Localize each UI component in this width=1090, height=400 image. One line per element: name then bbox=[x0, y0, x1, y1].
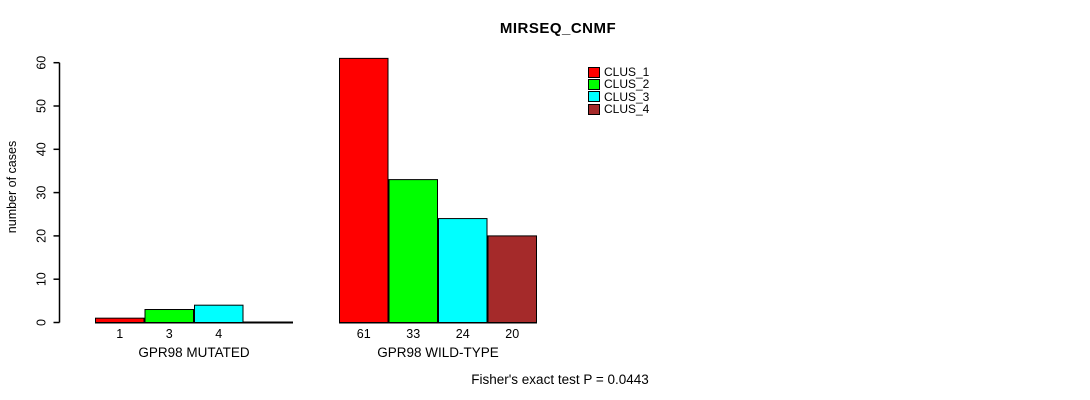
bar-value-label-CLUS_1-group-0: 1 bbox=[116, 327, 123, 341]
legend-item-CLUS_2: CLUS_2 bbox=[588, 78, 649, 90]
bar-value-label-CLUS_3-group-1: 24 bbox=[456, 327, 470, 341]
chart-title: MIRSEQ_CNMF bbox=[499, 20, 617, 37]
legend-swatch-CLUS_4 bbox=[588, 103, 600, 115]
bar-CLUS_1-group-0 bbox=[95, 317, 145, 324]
bar-CLUS_2-group-1 bbox=[388, 179, 438, 323]
y-tick-label-30: 30 bbox=[35, 186, 49, 200]
y-tick-label-40: 40 bbox=[35, 142, 49, 156]
legend-item-CLUS_4: CLUS_4 bbox=[588, 103, 649, 115]
y-tick-label-0: 0 bbox=[35, 319, 49, 326]
bar-CLUS_2-group-0 bbox=[144, 309, 194, 324]
legend-label-CLUS_1: CLUS_1 bbox=[604, 65, 650, 80]
legend-label-CLUS_3: CLUS_3 bbox=[604, 89, 650, 104]
legend-swatch-CLUS_2 bbox=[588, 78, 600, 90]
bar-value-label-CLUS_3-group-0: 4 bbox=[215, 327, 222, 341]
bar-CLUS_3-group-1 bbox=[438, 218, 488, 323]
legend-swatch-CLUS_3 bbox=[588, 91, 600, 103]
bar-value-label-CLUS_2-group-0: 3 bbox=[166, 327, 173, 341]
bar-value-label-CLUS_2-group-1: 33 bbox=[406, 327, 420, 341]
bar-value-label-CLUS_1-group-1: 61 bbox=[357, 327, 371, 341]
bar-CLUS_1-group-1 bbox=[339, 57, 389, 324]
legend-swatch-CLUS_1 bbox=[588, 66, 600, 78]
bar-value-label-CLUS_4-group-1: 20 bbox=[505, 327, 519, 341]
y-tick-label-60: 60 bbox=[35, 56, 49, 70]
group-label-1: GPR98 WILD-TYPE bbox=[377, 345, 499, 360]
y-tick-label-50: 50 bbox=[35, 99, 49, 113]
legend-label-CLUS_4: CLUS_4 bbox=[604, 102, 650, 117]
group-label-0: GPR98 MUTATED bbox=[138, 345, 250, 360]
legend-item-CLUS_3: CLUS_3 bbox=[588, 91, 649, 103]
legend-label-CLUS_2: CLUS_2 bbox=[604, 77, 650, 92]
y-tick-label-20: 20 bbox=[35, 229, 49, 243]
bar-CLUS_3-group-0 bbox=[194, 304, 244, 323]
legend-item-CLUS_1: CLUS_1 bbox=[588, 66, 649, 78]
legend: CLUS_1 CLUS_2 CLUS_3 CLUS_4 bbox=[588, 66, 649, 115]
y-tick-label-10: 10 bbox=[35, 272, 49, 286]
bar-CLUS_4-group-1 bbox=[487, 235, 537, 323]
fisher-test-annotation: Fisher's exact test P = 0.0443 bbox=[471, 372, 649, 387]
